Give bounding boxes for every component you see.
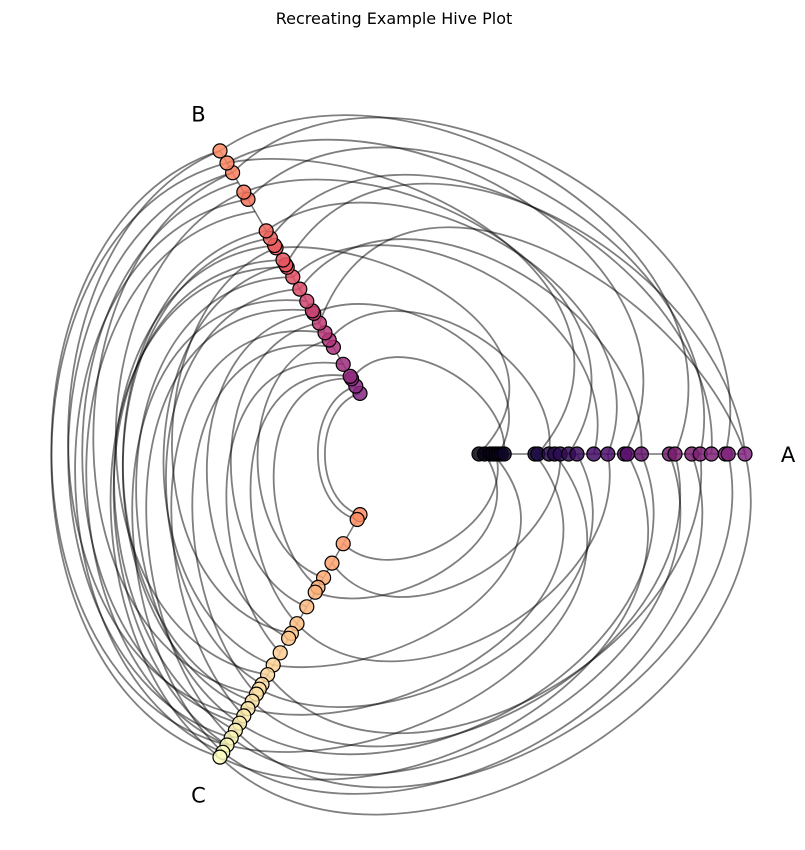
- edge-b-c: [122, 237, 271, 710]
- node-b: [292, 281, 308, 297]
- edge-a-b: [350, 356, 506, 455]
- edge-a-c: [222, 453, 704, 795]
- edge-b-c: [92, 171, 257, 695]
- edge-a-b: [269, 174, 713, 455]
- edge-b-c: [230, 322, 320, 608]
- node-c: [212, 749, 228, 765]
- edge-b-c: [249, 374, 351, 625]
- edge-b-c: [205, 312, 314, 640]
- node-b: [219, 155, 235, 171]
- edge-b-c: [115, 191, 268, 676]
- node-layer: [212, 143, 753, 765]
- edge-a-b: [313, 303, 510, 455]
- edge-a-b: [226, 138, 645, 455]
- edge-a-c: [342, 453, 499, 561]
- edge-a-b: [292, 244, 599, 455]
- edge-b-c: [109, 266, 288, 758]
- edge-b-c: [85, 210, 256, 746]
- axis-label-layer: A B C: [191, 103, 796, 808]
- edge-a-b: [285, 182, 746, 455]
- edge-a-c: [266, 453, 703, 735]
- edge-a-c: [251, 453, 682, 748]
- axis-label-c: C: [191, 783, 206, 807]
- node-c: [272, 645, 288, 661]
- node-a: [569, 446, 585, 462]
- edge-b-c: [162, 264, 286, 666]
- edge-b-c: [50, 150, 228, 746]
- edge-a-c: [234, 453, 734, 789]
- edge-a-c: [230, 453, 682, 776]
- edge-a-b: [318, 226, 746, 455]
- node-c: [307, 584, 323, 600]
- node-a: [633, 446, 650, 462]
- edge-b-c: [81, 181, 240, 725]
- node-b: [212, 143, 228, 159]
- node-b: [258, 223, 274, 239]
- node-b: [275, 252, 291, 268]
- edge-a-b: [265, 201, 618, 455]
- edge-b-c: [113, 244, 275, 732]
- edge-b-c: [324, 392, 361, 516]
- node-b: [299, 293, 315, 309]
- edge-a-c: [331, 453, 562, 598]
- edge-b-c: [191, 344, 334, 695]
- node-a: [667, 446, 683, 462]
- edge-b-c: [171, 247, 292, 635]
- node-c: [281, 630, 297, 646]
- edge-a-c: [258, 453, 594, 708]
- node-a: [703, 446, 720, 462]
- edge-a-b: [328, 310, 551, 455]
- edge-b-c: [74, 198, 249, 754]
- edge-a-c: [219, 453, 752, 816]
- axis-label-b: B: [191, 103, 205, 127]
- edge-a-c: [314, 453, 499, 600]
- edge-b-c: [272, 377, 352, 589]
- edge-b-c: [256, 339, 330, 579]
- node-b: [236, 184, 252, 200]
- edge-a-c: [226, 453, 589, 753]
- edge-b-c: [170, 330, 326, 717]
- node-c: [324, 555, 340, 571]
- edge-a-c: [273, 453, 522, 669]
- node-a: [619, 446, 636, 462]
- edge-b-c: [317, 385, 358, 521]
- edge-b-c: [165, 288, 300, 686]
- node-a: [737, 446, 753, 462]
- edge-a-b: [275, 246, 511, 455]
- edge-b-c: [145, 308, 313, 739]
- node-a: [600, 446, 616, 462]
- node-a: [720, 446, 736, 462]
- axis-label-a: A: [781, 443, 796, 467]
- node-c: [335, 536, 351, 552]
- node-b: [335, 356, 351, 372]
- edge-a-c: [296, 453, 611, 663]
- edge-a-c: [219, 453, 650, 781]
- node-c: [299, 599, 315, 615]
- edge-a-b: [231, 116, 732, 455]
- node-c: [349, 511, 365, 528]
- chart-title: Recreating Example Hive Plot: [276, 9, 513, 28]
- edge-a-b: [219, 114, 690, 455]
- edge-b-c: [135, 276, 293, 724]
- node-a: [586, 446, 602, 462]
- node-b: [342, 368, 358, 384]
- edge-a-b: [299, 238, 643, 455]
- node-a: [496, 446, 512, 462]
- edge-layer: [50, 114, 752, 816]
